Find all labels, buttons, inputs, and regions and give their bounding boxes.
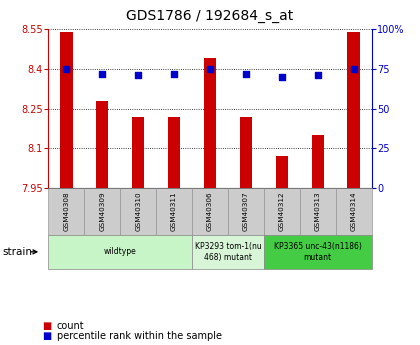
Bar [204, 58, 216, 188]
Bar [168, 117, 180, 188]
Point [315, 72, 321, 78]
Bar [60, 32, 73, 188]
Text: GSM40310: GSM40310 [135, 191, 141, 231]
Point [99, 71, 105, 77]
Text: KP3365 unc-43(n1186)
mutant: KP3365 unc-43(n1186) mutant [274, 242, 362, 262]
Text: GSM40312: GSM40312 [279, 191, 285, 231]
Text: KP3293 tom-1(nu
468) mutant: KP3293 tom-1(nu 468) mutant [194, 242, 261, 262]
Point [243, 71, 249, 77]
Text: GSM40308: GSM40308 [63, 191, 69, 231]
Text: GSM40309: GSM40309 [99, 191, 105, 231]
Text: ■: ■ [42, 321, 51, 331]
Text: ■: ■ [42, 332, 51, 341]
Text: GSM40307: GSM40307 [243, 191, 249, 231]
Bar [347, 32, 360, 188]
Point [135, 72, 142, 78]
Bar [96, 101, 108, 188]
Point [207, 66, 213, 72]
Point [278, 74, 285, 80]
Point [171, 71, 177, 77]
Bar [276, 156, 288, 188]
Text: GSM40306: GSM40306 [207, 191, 213, 231]
Text: wildtype: wildtype [104, 247, 136, 256]
Text: GSM40313: GSM40313 [315, 191, 321, 231]
Text: GSM40311: GSM40311 [171, 191, 177, 231]
Bar [312, 135, 324, 188]
Point [63, 66, 70, 72]
Bar [132, 117, 144, 188]
Text: strain: strain [2, 247, 32, 257]
Text: GSM40314: GSM40314 [351, 191, 357, 231]
Bar [240, 117, 252, 188]
Text: count: count [57, 321, 84, 331]
Text: percentile rank within the sample: percentile rank within the sample [57, 332, 222, 341]
Point [350, 66, 357, 72]
Text: GDS1786 / 192684_s_at: GDS1786 / 192684_s_at [126, 9, 294, 23]
